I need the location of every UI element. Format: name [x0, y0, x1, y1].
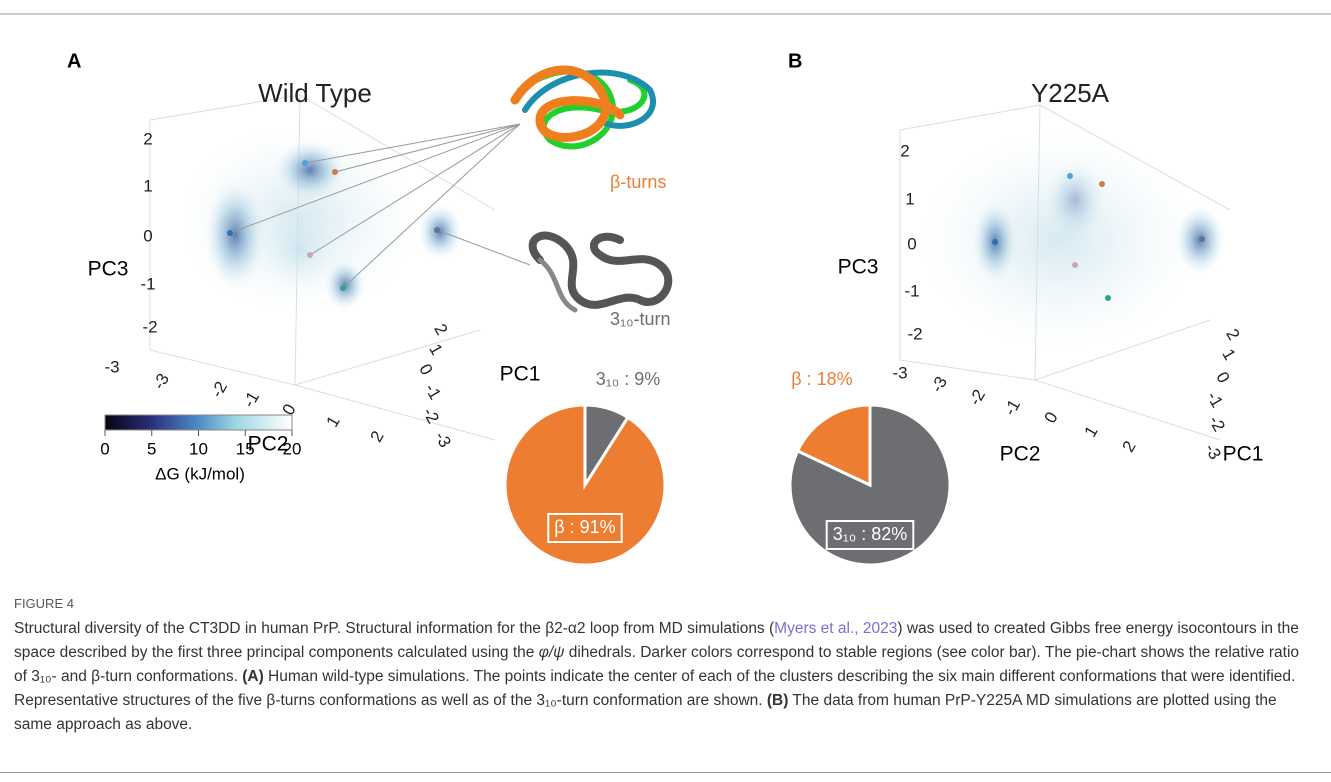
axis-label: PC3 [838, 256, 879, 279]
tick-label: -2 [419, 404, 443, 427]
tick-label: 1 [425, 341, 446, 359]
tick-label: 2 [1119, 438, 1140, 456]
tick-label: -1 [904, 281, 919, 300]
tick-label: -3 [431, 428, 455, 451]
caption: FIGURE 4 Structural diversity of the CT3… [14, 596, 1314, 737]
colorbar-tick-label: 5 [147, 439, 156, 458]
tick-label: -2 [965, 386, 989, 409]
tick-label: 1 [323, 413, 344, 431]
structure-label: 3₁₀-turn [610, 309, 671, 329]
tick-label: 1 [143, 176, 152, 195]
colorbar-tick-label: 0 [100, 439, 109, 458]
tick-label: 0 [415, 361, 436, 379]
panel-label: B [788, 50, 802, 72]
tick-label: 2 [1222, 326, 1243, 344]
page: A Wild Type PC3 PC2 PC1 B Y225A PC3 PC2 … [0, 0, 1331, 782]
axis-label: PC1 [500, 363, 541, 386]
tick-label: -1 [1203, 388, 1227, 411]
tick-label: -3 [892, 363, 907, 382]
tick-label: -2 [207, 378, 231, 401]
tick-label: -2 [907, 324, 922, 343]
tick-label: 1 [1081, 423, 1102, 441]
tick-label: -3 [104, 357, 119, 376]
colorbar-label: ΔG (kJ/mol) [155, 464, 245, 483]
value-label: 3₁₀ : 9% [596, 369, 661, 389]
caption-text: Structural diversity of the CT3DD in hum… [14, 617, 1314, 737]
value-label: β : 91% [554, 517, 615, 537]
axis-label: PC2 [1000, 443, 1041, 466]
citation-link[interactable]: Myers et al., 2023 [774, 620, 897, 637]
pie-slice [505, 405, 665, 565]
tick-label: -1 [140, 274, 155, 293]
tick-label: -2 [1205, 412, 1229, 435]
tick-label: 0 [907, 234, 916, 253]
panel-label: A [67, 50, 81, 72]
figure: A Wild Type PC3 PC2 PC1 B Y225A PC3 PC2 … [0, 0, 1331, 590]
caption-segment: (A) [242, 668, 264, 685]
colorbar-tick-label: 10 [189, 439, 208, 458]
structure-label: β-turns [610, 172, 666, 192]
tick-label: 2 [367, 428, 388, 446]
tick-label: -3 [149, 370, 173, 393]
figure-label: FIGURE 4 [14, 596, 1314, 611]
plot-decoration [105, 70, 1230, 440]
tick-label: -1 [1000, 396, 1024, 419]
caption-segment: Structural diversity of the CT3DD in hum… [14, 620, 774, 637]
axis-label: PC1 [1223, 443, 1264, 466]
tick-label: -2 [142, 317, 157, 336]
tick-label: -3 [1201, 440, 1225, 463]
caption-segment: (B) [767, 692, 789, 709]
tick-label: 1 [905, 189, 914, 208]
tick-label: 2 [900, 141, 909, 160]
value-label: β : 18% [791, 369, 852, 389]
tick-label: -1 [239, 388, 263, 411]
tick-label: -3 [927, 373, 951, 396]
axis-label: PC3 [88, 258, 129, 281]
value-label: 3₁₀ : 82% [833, 524, 908, 544]
tick-label: 2 [143, 129, 152, 148]
caption-segment: φ/ψ [539, 644, 565, 661]
tick-label: 1 [1218, 346, 1239, 364]
tick-label: 0 [1041, 409, 1062, 427]
panel-title: Y225A [1031, 78, 1110, 108]
tick-label: 0 [1212, 369, 1233, 387]
colorbar-tick-label: 15 [236, 439, 255, 458]
frame-line [0, 772, 1331, 773]
panel-title: Wild Type [258, 78, 372, 108]
tick-label: 2 [430, 321, 451, 339]
colorbar-tick-label: 20 [283, 439, 302, 458]
tick-label: 0 [143, 226, 152, 245]
tick-label: -1 [421, 380, 445, 403]
